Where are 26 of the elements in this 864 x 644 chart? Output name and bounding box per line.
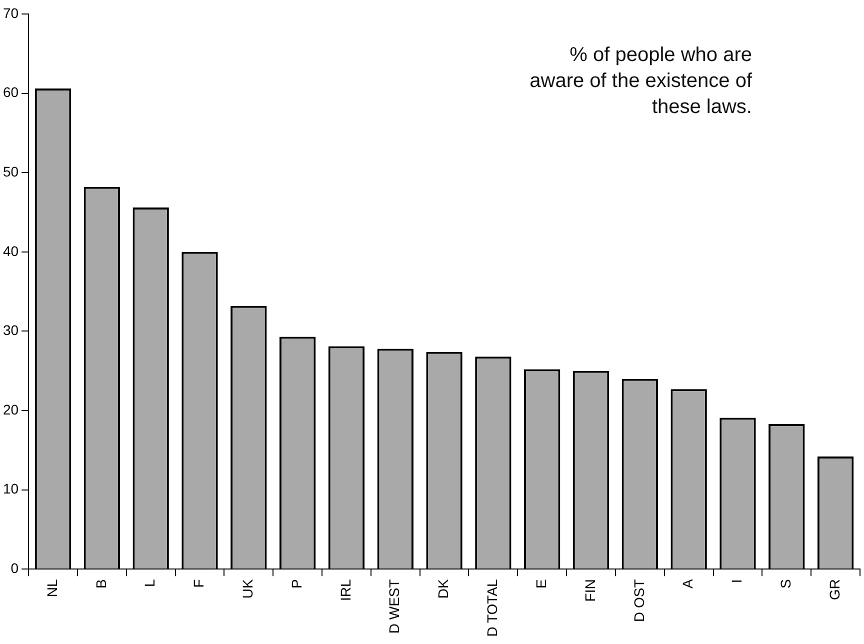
x-tick-label: GR bbox=[826, 579, 842, 600]
x-tick-label: L bbox=[142, 578, 158, 587]
y-tick-label: 50 bbox=[2, 163, 19, 180]
x-tick-label: IRL bbox=[337, 578, 354, 601]
x-tick-label: F bbox=[190, 579, 207, 588]
y-tick-label: 30 bbox=[2, 322, 19, 338]
y-tick-label: 20 bbox=[2, 401, 19, 418]
x-tick-label: D WEST bbox=[386, 578, 402, 634]
annotation: % of people who are aware of the existence of these laws. bbox=[528, 43, 752, 120]
y-tick-label: 0 bbox=[10, 560, 19, 576]
x-tick-label: UK bbox=[240, 578, 256, 599]
y-tick-label: 10 bbox=[2, 480, 19, 497]
x-tick-label: DK bbox=[435, 578, 452, 599]
x-tick-label: A bbox=[680, 578, 696, 589]
y-tick-label: 60 bbox=[2, 84, 19, 100]
x-tick-label: I bbox=[728, 579, 745, 584]
x-tick-label: B bbox=[92, 579, 109, 589]
x-tick-label: NL bbox=[44, 578, 60, 598]
x-tick-label: FIN bbox=[582, 579, 598, 602]
x-tick-label: E bbox=[532, 579, 549, 589]
y-tick-label: 70 bbox=[2, 4, 19, 21]
y-tick-label: 40 bbox=[2, 242, 19, 259]
x-tick-label: D TOTAL bbox=[484, 578, 500, 637]
x-tick-label: P bbox=[288, 579, 304, 589]
x-tick-label: S bbox=[778, 579, 794, 589]
x-tick-label: D OST bbox=[630, 578, 647, 622]
